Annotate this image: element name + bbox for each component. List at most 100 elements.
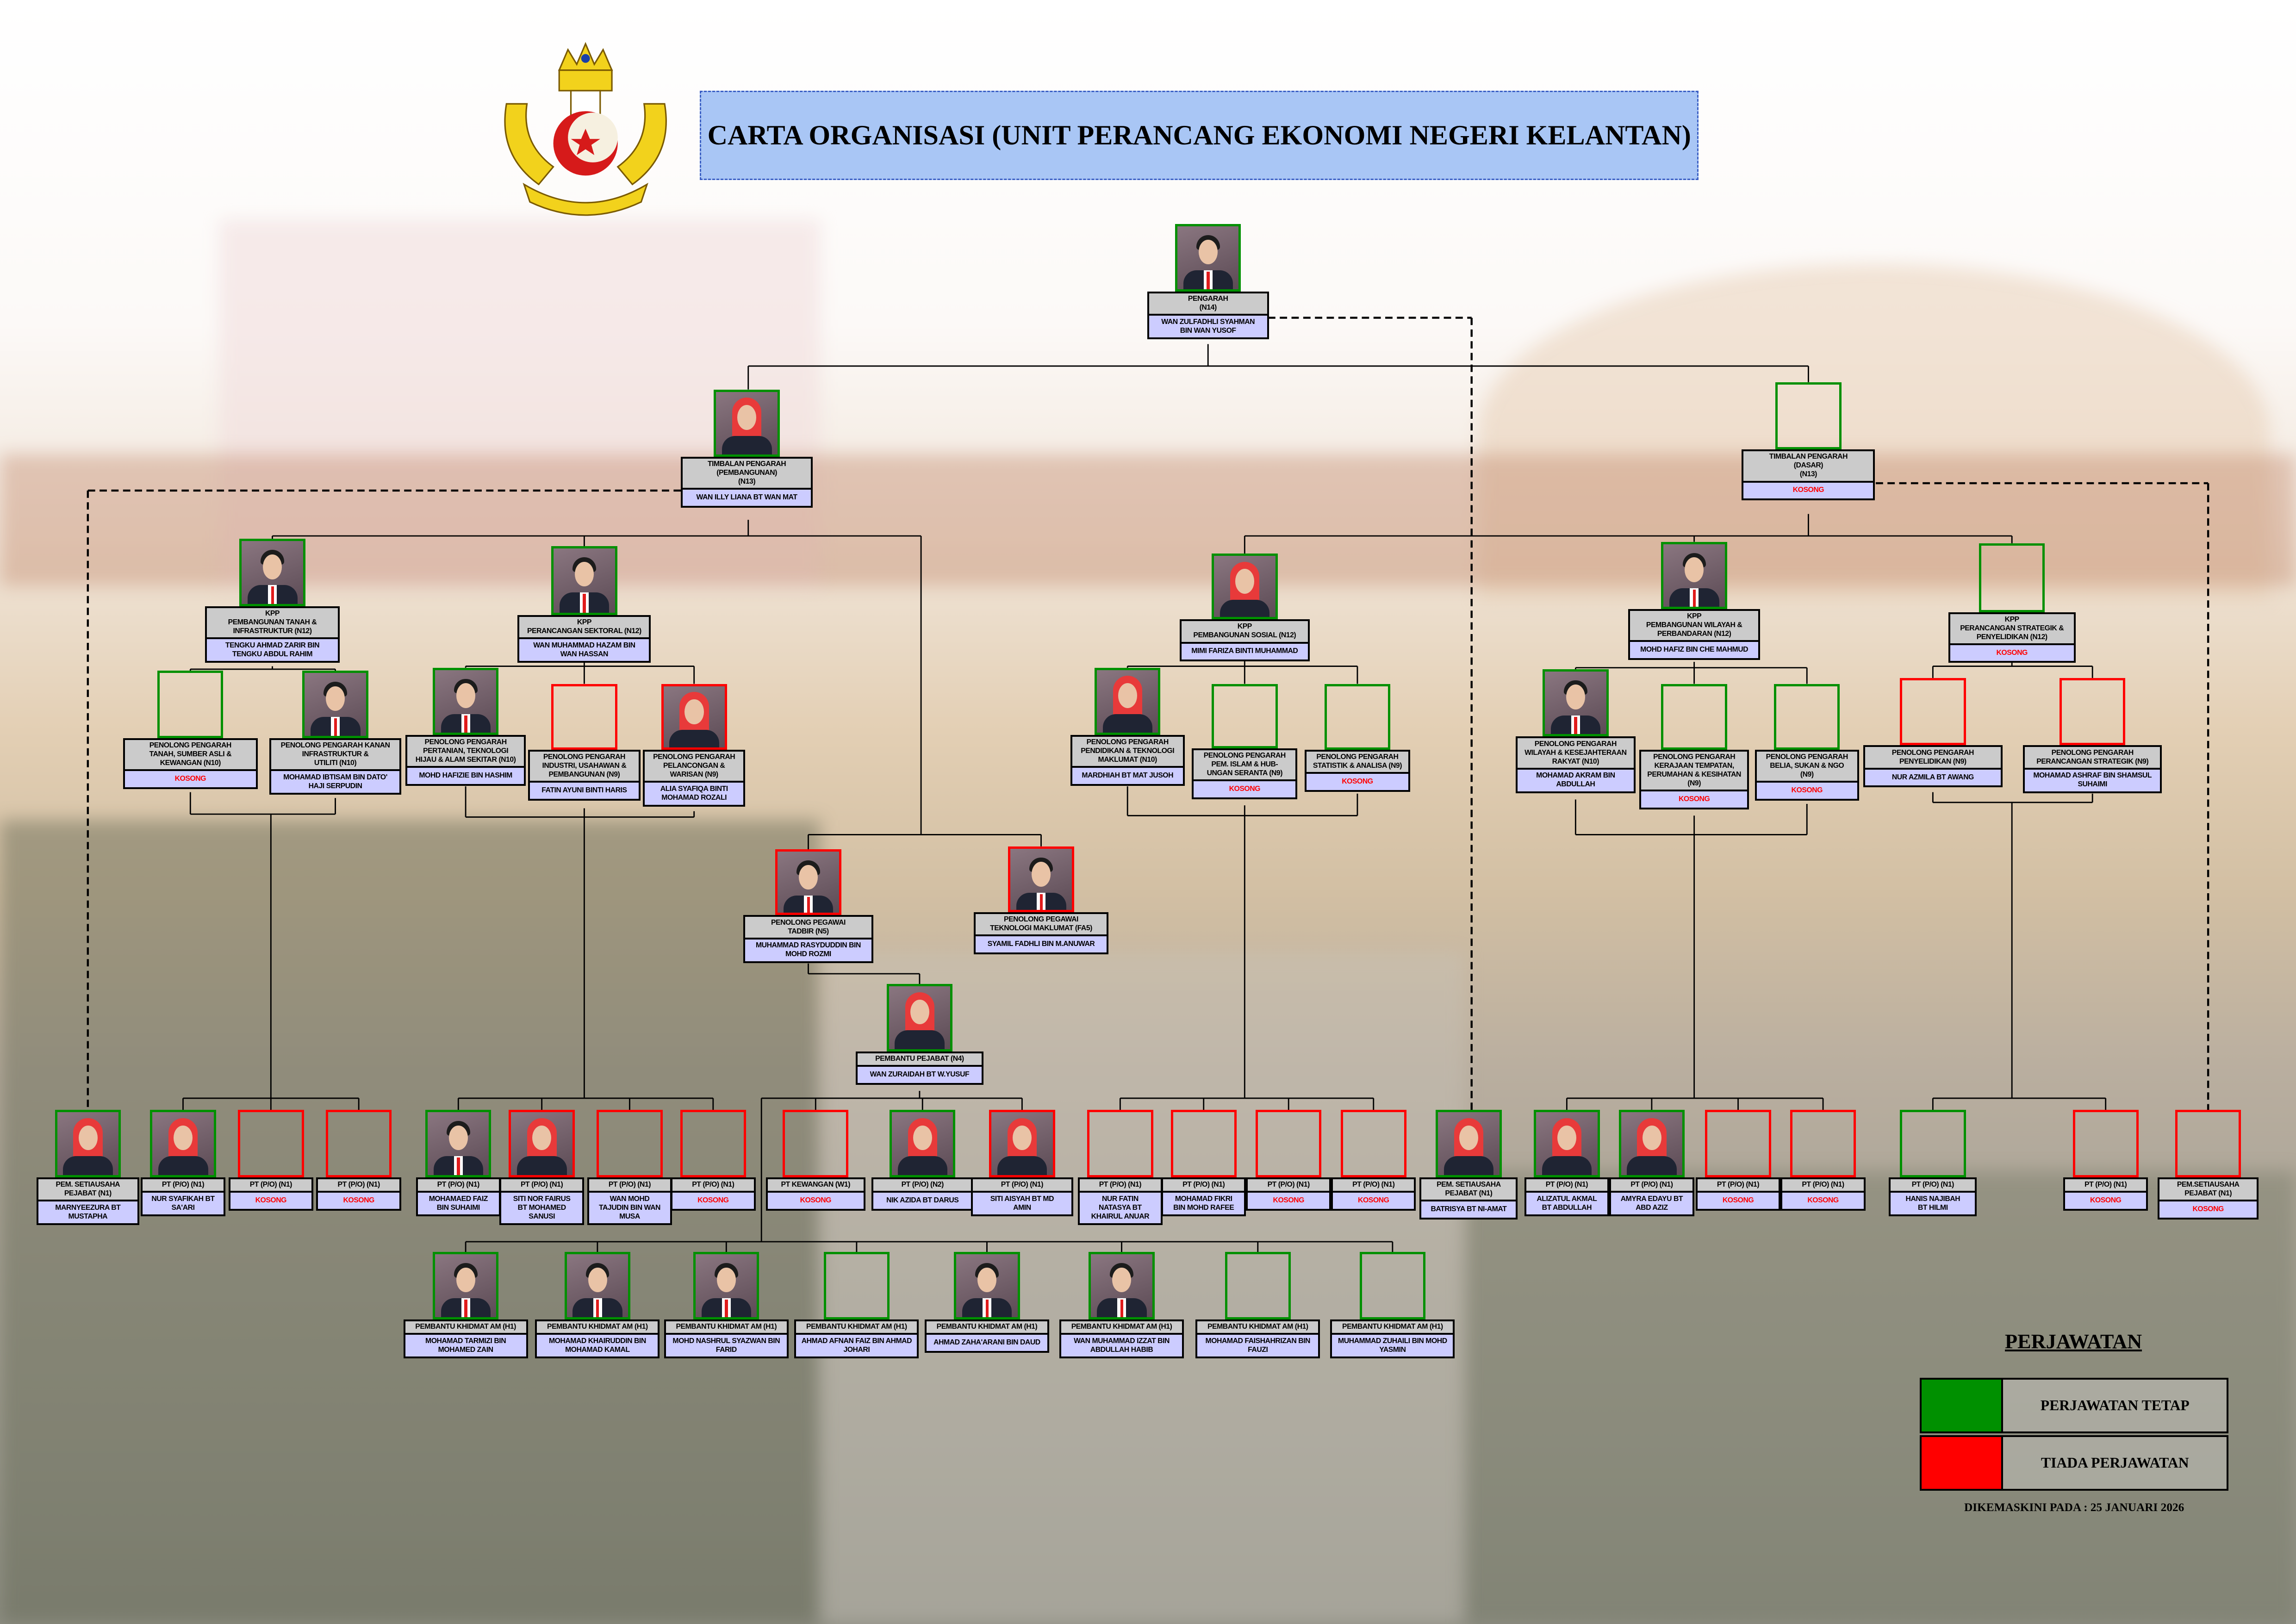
staff-photo [239, 539, 305, 606]
position-card: PT (P/O) (N1) NUR FATIN NATASYA BT KHAIRU… [1077, 1177, 1163, 1226]
position-title: PT (P/O) (N1) [1079, 1179, 1161, 1193]
staff-name: MOHAMAD AKRAM BIN ABDULLAH [1517, 769, 1634, 792]
staff-photo [1212, 553, 1278, 620]
staff-name: NIK AZIDA BT DARUS [873, 1193, 972, 1209]
staff-name: WAN ZURAIDAH BT W.YUSUF [858, 1066, 982, 1083]
position-card: PENOLONG PENGARAH BELIA, SUKAN & NGO (N9… [1755, 749, 1859, 801]
staff-name: WAN ILLY LIANA BT WAN MAT [683, 490, 811, 506]
staff-name: WAN MUHAMMAD IZZAT BIN ABDULLAH HABIB [1061, 1334, 1182, 1357]
person-suit-icon [669, 730, 719, 747]
empty-photo-frame [1979, 543, 2045, 612]
staff-name: MUHAMMAD RASYDUDDIN BIN MOHD ROZMI [745, 939, 872, 962]
legend-row-tetap: PERJAWATAN TETAP [1919, 1378, 2229, 1434]
position-title: PENGARAH (N14) [1149, 293, 1267, 316]
vacant-label: KOSONG [1641, 791, 1748, 808]
person-face-icon [684, 699, 704, 724]
position-card: KPP PEMBANGUNAN SOSIAL (N12) MIMI FARIZA … [1179, 619, 1310, 662]
staff-name: MOHAMAED FAIZ BIN SUHAIMI [417, 1193, 499, 1215]
bg-arch [1479, 263, 2270, 601]
person-face-icon [977, 1267, 997, 1293]
empty-photo-frame [597, 1110, 663, 1177]
position-card: TIMBALAN PENGARAH (DASAR) (N13) KOSONG [1742, 449, 1875, 501]
empty-photo-frame [2175, 1110, 2241, 1177]
position-card: PEMBANTU KHIDMAT AM (H1) AHMAD ZAHA'ARANI… [925, 1319, 1049, 1353]
position-title: PT KEWANGAN (W1) [767, 1179, 864, 1193]
position-card: PENOLONG PENGARAH PERTANIAN, TEKNOLOGI H… [405, 735, 526, 786]
position-title: PENOLONG PENGARAH BELIA, SUKAN & NGO (N9… [1756, 751, 1857, 783]
vacant-label: KOSONG [2159, 1201, 2257, 1218]
position-card: TIMBALAN PENGARAH (PEMBANGUNAN) (N13) WAN… [681, 457, 813, 508]
position-card: PEMBANTU KHIDMAT AM (H1) MOHAMAD FAISHAHR… [1195, 1319, 1320, 1359]
staff-name: WAN MOHD TAJUDIN BIN WAN MUSA [589, 1193, 671, 1224]
legend-heading: PERJAWATAN [2005, 1330, 2142, 1353]
staff-name: MOHAMAD FAISHAHRIZAN BIN FAUZI [1197, 1334, 1319, 1357]
position-title: PENOLONG PENGARAH PENDIDIKAN & TEKNOLOGI… [1072, 737, 1183, 768]
staff-photo [432, 1252, 499, 1319]
person-face-icon [1459, 1125, 1479, 1151]
legend-swatch-red [1919, 1435, 2004, 1491]
vacant-label: KOSONG [1950, 645, 2074, 661]
position-title: PT (P/O) (N1) [1332, 1179, 1414, 1193]
position-card: PEMBANTU PEJABAT (N4) WAN ZURAIDAH BT W.Y… [856, 1051, 983, 1085]
person-tie-icon [464, 715, 467, 733]
empty-photo-frame [1774, 684, 1840, 750]
position-card: PENOLONG PENGARAH STATISTIK & ANALISA (N… [1305, 749, 1410, 792]
empty-photo-frame [1900, 1110, 1966, 1177]
position-title: KPP PERANCANGAN STRATEGIK & PENYELIDIKAN… [1950, 614, 2074, 645]
vacant-label: KOSONG [1782, 1193, 1864, 1209]
kelantan-crest-logo [504, 42, 667, 216]
position-title: PEMBANTU KHIDMAT AM (H1) [405, 1321, 526, 1335]
position-title: PT (P/O) (N1) [1611, 1179, 1692, 1193]
person-tie-icon [1207, 272, 1210, 289]
empty-photo-frame [1790, 1110, 1856, 1177]
person-face-icon [913, 1125, 933, 1151]
staff-name: AHMAD ZAHA'ARANI BIN DAUD [927, 1334, 1047, 1351]
staff-photo [1175, 224, 1241, 292]
position-card: PENOLONG PENGARAH KANAN INFRASTRUKTUR & … [269, 738, 401, 795]
staff-name: MIMI FARIZA BINTI MUHAMMAD [1181, 643, 1308, 660]
position-title: PEMBANTU KHIDMAT AM (H1) [796, 1321, 917, 1335]
staff-name: MOHAMAD TARMIZI BIN MOHAMED ZAIN [405, 1334, 526, 1357]
person-tie-icon [1574, 716, 1577, 734]
empty-photo-frame [1225, 1252, 1291, 1319]
updated-date: DIKEMASKINI PADA : 25 JANUARI 2026 [1964, 1500, 2184, 1514]
staff-name: HANIS NAJIBAH BT HILMI [1891, 1193, 1975, 1215]
position-card: KPP PERANCANGAN STRATEGIK & PENYELIDIKAN… [1948, 612, 2076, 663]
person-face-icon [263, 554, 282, 579]
person-suit-icon [895, 1030, 945, 1049]
position-card: PENOLONG PENGARAH PENDIDIKAN & TEKNOLOGI… [1070, 735, 1185, 786]
position-title: PENOLONG PENGARAH KERAJAAN TEMPATAN, PER… [1641, 751, 1748, 792]
person-face-icon [78, 1125, 98, 1151]
empty-photo-frame [1324, 684, 1391, 750]
staff-photo [775, 849, 841, 915]
staff-photo [1534, 1110, 1600, 1177]
person-face-icon [1032, 862, 1051, 887]
position-card: PT (P/O) (N1) KOSONG [1780, 1177, 1866, 1211]
staff-photo [564, 1252, 631, 1319]
vacant-label: KOSONG [1194, 781, 1296, 797]
position-card: PEMBANTU KHIDMAT AM (H1) AHMAD AFNAN FAIZ… [794, 1319, 919, 1359]
staff-name: MARDHIAH BT MAT JUSOH [1072, 768, 1183, 784]
empty-photo-frame [1359, 1252, 1426, 1319]
position-card: PENOLONG PENGARAH INDUSTRI, USAHAWAN & P… [528, 749, 641, 801]
staff-name: SITI AISYAH BT MD AMIN [972, 1193, 1072, 1215]
staff-photo [1095, 667, 1161, 735]
empty-photo-frame [325, 1110, 392, 1177]
position-title: PT (P/O) (N1) [142, 1179, 224, 1193]
staff-name: SYAMIL FADHLI BIN M.ANUWAR [975, 936, 1107, 953]
staff-photo [1618, 1110, 1685, 1177]
position-card: PT (P/O) (N1) KOSONG [1695, 1177, 1781, 1211]
person-tie-icon [1120, 1300, 1123, 1317]
person-face-icon [1566, 684, 1586, 710]
person-face-icon [1235, 569, 1255, 594]
empty-photo-frame [238, 1110, 304, 1177]
person-face-icon [799, 865, 818, 890]
staff-name: FATIN AYUNI BINTI HARIS [529, 783, 639, 799]
person-tie-icon [725, 1300, 728, 1317]
empty-photo-frame [783, 1110, 849, 1177]
position-title: PT (P/O) (N1) [589, 1179, 671, 1193]
person-face-icon [326, 686, 345, 711]
position-card: PENOLONG PENGARAH PENYELIDIKAN (N9) NUR A… [1863, 745, 2003, 788]
person-suit-icon [997, 1156, 1047, 1175]
